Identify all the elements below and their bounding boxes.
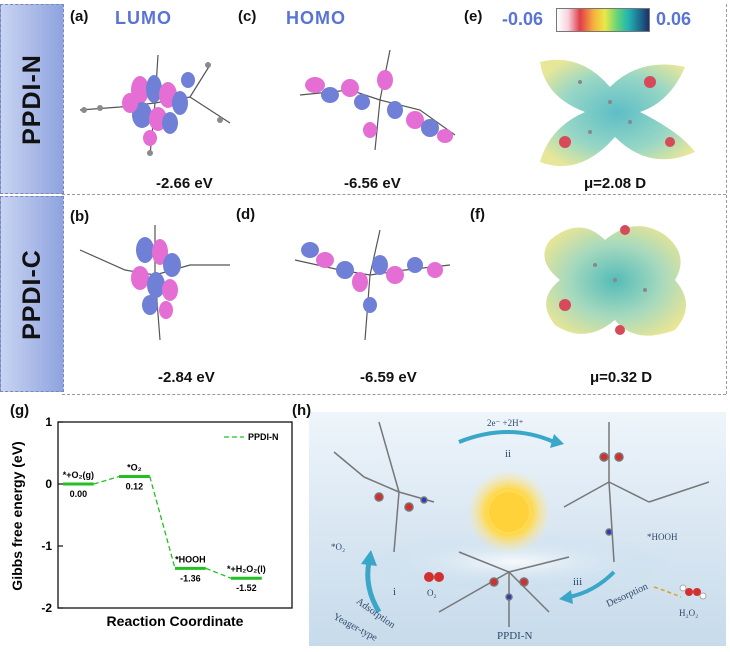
y-tick-label: -2 (41, 601, 52, 615)
esp-map-ppdi-c (544, 225, 686, 336)
value-label: -1.52 (236, 583, 257, 593)
y-axis-ticks: 1 0 -1 -2 (41, 415, 63, 615)
arrow-i-head (361, 550, 377, 566)
h2o2-label: H₂O₂ (679, 608, 699, 618)
chart-legend: PPDI-N (224, 432, 279, 442)
dipole-ppdi-c: μ=0.32 D (590, 369, 653, 386)
homo-orbital-ppdi-c (294, 229, 451, 341)
y-tick-label: 0 (45, 477, 52, 491)
hooh-star-label: *HOOH (647, 532, 678, 542)
step-ii-electrons: 2e⁻ +2H⁺ (487, 418, 524, 428)
arrow-iii-head (559, 590, 573, 604)
molecule-top-right (563, 422, 710, 563)
sun-core (489, 492, 529, 532)
x-axis-label: Reaction Coordinate (107, 613, 244, 629)
y-axis-label: Gibbs free energy (eV) (9, 441, 25, 590)
homo-orbital-ppdi-n (299, 49, 456, 151)
molecule-bottom (438, 551, 570, 627)
row-label-ppdi-n: PPDI-N (0, 4, 64, 194)
step-label: *+O₂(g) (63, 470, 94, 480)
connector-line (93, 475, 120, 485)
value-label: 0.12 (126, 482, 144, 492)
step-label: *+H₂O₂(l) (227, 564, 266, 574)
panel-label-e: (e) (464, 8, 483, 25)
orbital-grid: PPDI-N PPDI-C (a) (c) (e) (b) (d) (f) LU… (0, 4, 727, 395)
reaction-scheme: 2e⁻ +2H⁺ ii i iii *O₂ O₂ *HOOH Adsorptio… (309, 412, 726, 646)
value-label: -1.36 (180, 573, 201, 583)
legend-label: PPDI-N (248, 432, 279, 442)
esp-scale-max: 0.06 (656, 9, 692, 29)
panel-label-h: (h) (292, 402, 312, 419)
panel-label-a: (a) (70, 8, 89, 25)
panel-label-b: (b) (70, 208, 90, 225)
value-label: 0.00 (70, 489, 88, 499)
lumo-energy-ppdi-c: -2.84 eV (158, 369, 215, 386)
esp-scale-min: -0.06 (502, 9, 544, 29)
lumo-energy-ppdi-n: -2.66 eV (156, 175, 213, 192)
series-lines: *+O₂(g) 0.00 *O₂ 0.12 *HOOH -1.36 *+H₂O₂(l) -1.… (63, 463, 266, 594)
panel-label-d: (d) (236, 206, 256, 223)
molecule-name-label: PPDI-N (497, 630, 533, 642)
o2-label: O₂ (427, 588, 437, 598)
y-tick-label: 1 (45, 415, 52, 429)
esp-map-ppdi-n (540, 59, 695, 167)
step-label: *O₂ (127, 463, 142, 473)
row-label-text: PPDI-N (17, 53, 46, 145)
y-tick-label: -1 (41, 539, 52, 553)
dipole-ppdi-n: μ=2.08 D (584, 175, 647, 192)
esp-colorbar (556, 8, 650, 32)
arrow-ii-head (550, 434, 564, 448)
scheme-illustration (333, 421, 710, 627)
lumo-title: LUMO (115, 8, 172, 28)
o2-star-label: *O₂ (331, 542, 346, 552)
panel-label-f: (f) (470, 206, 485, 223)
arrow-ii (458, 430, 555, 444)
homo-energy-ppdi-c: -6.59 eV (360, 369, 417, 386)
row-label-text: PPDI-C (17, 248, 46, 340)
connector-line (149, 476, 176, 569)
row-label-ppdi-c: PPDI-C (0, 196, 64, 392)
step-label: *HOOH (175, 554, 206, 564)
arrow-iii (568, 570, 616, 599)
arrow-i (365, 561, 382, 614)
homo-title: HOMO (286, 8, 346, 28)
chart-frame (57, 421, 293, 609)
connector-line (205, 567, 232, 579)
lumo-orbital-ppdi-c (79, 225, 230, 341)
h2o2-molecule-icon (679, 584, 707, 600)
arrow-desorption-h2o2 (653, 586, 682, 598)
molecule-top-left (333, 421, 435, 553)
step-iii-label: iii (573, 576, 583, 588)
grid-divider (726, 4, 727, 394)
panel-label-c: (c) (238, 8, 257, 25)
panel-label-g: (g) (10, 402, 30, 419)
step-ii-label: ii (505, 448, 512, 460)
step-i-label: i (393, 586, 397, 598)
o2-molecule-icon (424, 572, 444, 582)
homo-energy-ppdi-n: -6.56 eV (344, 175, 401, 192)
gibbs-energy-chart: 1 0 -1 -2 Gibbs free energy (eV) Reaction C… (9, 415, 293, 629)
grid-divider (62, 194, 726, 195)
grid-divider (62, 394, 726, 395)
lumo-orbital-ppdi-n (79, 54, 231, 156)
